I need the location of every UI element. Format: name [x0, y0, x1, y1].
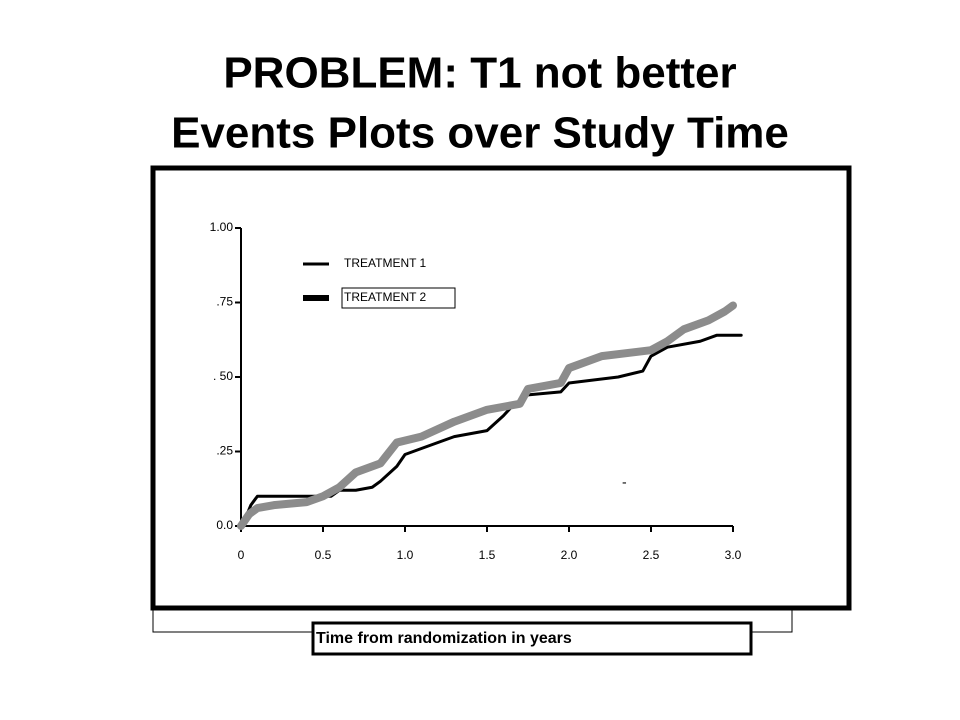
x-tick-label: 0.5 — [315, 548, 332, 562]
x-tick-label: 2.0 — [561, 548, 578, 562]
y-tick-label: .75 — [216, 295, 233, 309]
title-line: PROBLEM: T1 not better — [223, 49, 736, 98]
series-line — [237, 301, 737, 530]
x-tick-label: 0 — [238, 548, 245, 562]
y-tick-label: 0.0 — [216, 518, 233, 532]
legend-label: TREATMENT 1 — [344, 256, 427, 270]
x-tick-label: 2.5 — [643, 548, 660, 562]
x-label-box — [311, 621, 753, 656]
legend-label: TREATMENT 2 — [344, 290, 427, 304]
x-tick-label: 3.0 — [725, 548, 742, 562]
annotation: - — [622, 474, 627, 490]
x-tick-label: 1.5 — [479, 548, 496, 562]
y-tick-label: .25 — [216, 444, 233, 458]
x-tick-label: 1.0 — [397, 548, 414, 562]
title-line: Events Plots over Study Time — [171, 109, 789, 158]
y-tick-label: 1.00 — [210, 220, 234, 234]
x-axis-label: Time from randomization in years — [316, 630, 572, 647]
plot-frame — [150, 165, 852, 611]
legend-box — [341, 287, 456, 309]
y-tick-label: . 50 — [213, 369, 233, 383]
